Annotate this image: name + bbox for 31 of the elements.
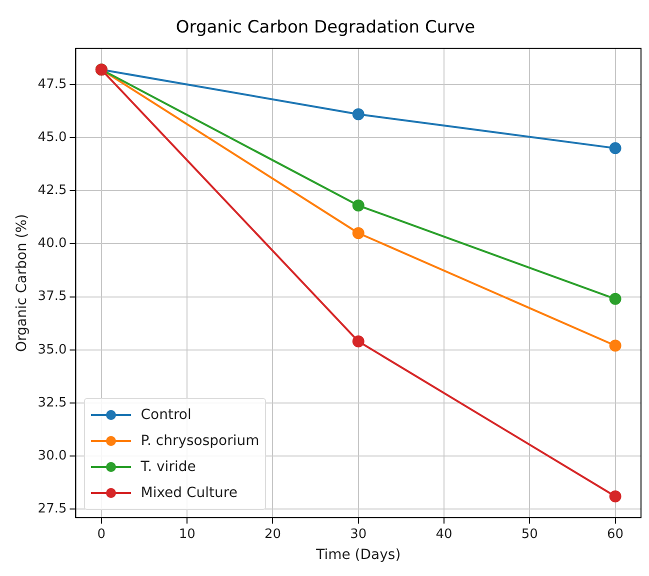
point	[609, 340, 622, 352]
y-axis-title: Organic Carbon (%)	[14, 214, 30, 352]
point	[352, 200, 364, 212]
y-tick-label: 35.0	[38, 342, 67, 358]
point	[352, 108, 364, 120]
x-tick-label: 60	[607, 526, 624, 542]
y-tick-label: 27.5	[38, 501, 67, 516]
x-tick-label: 30	[350, 526, 367, 542]
y-tick-label: 30.0	[38, 448, 67, 464]
x-tick-label: 0	[97, 526, 106, 542]
legend-label: Control	[140, 406, 192, 423]
legend-label: P. chrysosporium	[140, 432, 260, 449]
point	[352, 227, 364, 240]
legend-label: Mixed Culture	[140, 484, 238, 501]
x-tick-label: 20	[264, 526, 281, 542]
point	[609, 292, 622, 305]
point	[609, 142, 622, 154]
y-tick-label: 37.5	[38, 289, 67, 304]
chart-title: Organic Carbon Degradation Curve	[176, 18, 476, 38]
x-tick-label: 50	[521, 526, 538, 542]
x-tick-label: 40	[436, 526, 452, 542]
y-tick-label: 42.5	[38, 183, 67, 198]
y-tick-label: 40.0	[38, 236, 67, 252]
y-tick-label: 32.5	[38, 395, 67, 410]
point	[609, 490, 622, 502]
x-tick-label: 10	[178, 526, 196, 542]
y-tick-label: 47.5	[38, 76, 67, 92]
x-axis-title: Time (Days)	[315, 547, 401, 564]
legend-label: T. viride	[140, 458, 196, 475]
y-tick-label: 45.0	[38, 130, 67, 145]
point	[352, 335, 364, 348]
